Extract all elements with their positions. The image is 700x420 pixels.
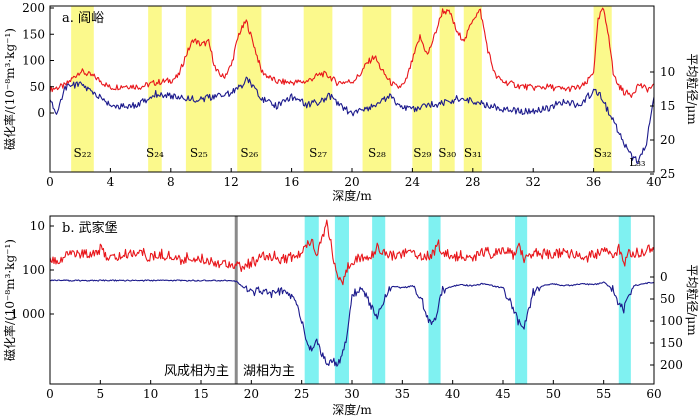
x-tick-label: 50 [546,387,561,401]
highlight-band [334,216,349,384]
left-y-tick-label: 150 [22,27,45,41]
series-line [49,219,655,286]
band-label: S₃₂ [594,146,612,160]
x-tick-label: 16 [284,175,299,189]
band-label: S₂₅ [190,146,208,160]
series-line [49,76,655,165]
x-tick-label: 32 [526,175,541,189]
x-tick-label: 24 [405,175,421,189]
x-tick-label: 40 [646,175,661,189]
highlight-band [593,6,612,172]
left-y-tick-label: 0 [37,106,45,120]
panel-a-series [49,7,655,165]
x-tick-label: 25 [294,387,309,401]
panel-a-title: a. 阎峪 [62,11,104,26]
right-y-tick-label: 20 [660,133,675,147]
highlight-band [372,216,386,384]
highlight-band [412,6,433,172]
series-line [49,7,655,98]
x-tick-label: 35 [395,387,410,401]
panel-a-right-axis-label: 平均粒径/μm [685,53,700,125]
x-tick-label: 40 [445,387,460,401]
x-tick-label: 36 [586,175,601,189]
x-tick-label: 10 [143,387,158,401]
highlight-band [515,216,528,384]
panel-b-right-axis-label: 平均粒径/μm [685,264,700,336]
band-label: S₂₉ [413,146,431,160]
panel-a-x-axis-label: 深度/m [332,188,372,203]
x-tick-label: 8 [167,175,175,189]
highlight-band [463,6,482,172]
x-tick-label: 45 [495,387,510,401]
x-tick-label: 12 [224,175,239,189]
right-y-tick-label: 10 [660,65,675,79]
panel-a-highlight-bands [71,6,612,172]
highlight-band [439,6,455,172]
x-tick-label: 55 [596,387,611,401]
series-line [49,279,655,367]
x-tick-label: 0 [46,175,54,189]
panel-b-axes: 0 5 10 15 20 25 30 35 40 45 50 55 60 10 100 1 000 0 50 100… [11,219,683,401]
panel-a: 0 4 8 12 16 20 24 28 32 36 4005010015020010152025 … [2,1,700,203]
panel-b-x-axis-label: 深度/m [332,402,372,417]
band-label: S₂₂ [74,146,92,160]
band-label: S₂₇ [309,146,327,160]
x-tick-label: 15 [193,387,208,401]
highlight-band [303,6,333,172]
x-tick-label: 20 [344,175,359,189]
right-y-tick-label: 150 [660,336,683,350]
right-y-tick-label: 50 [660,292,675,306]
x-tick-label: 5 [97,387,105,401]
right-y-tick-label: 200 [660,358,683,372]
x-tick-label: 28 [465,175,480,189]
band-label: S₃₀ [438,146,456,160]
panel-a-left-axis-label: 磁化率/(10⁻⁸m³·kg⁻¹) [2,28,17,150]
left-y-tick-label: 1 000 [11,307,45,321]
right-y-tick-label: 15 [660,99,675,113]
x-tick-label: 60 [646,387,661,401]
panel-a-band-labels: S₂₂ S₂₄ S₂₅ S₂₆ S₂₇ S₂₈ S₂₉ S₃₀ S₃₁ S₃₂ L₃₃ [74,146,646,169]
panel-b-region-label-aeolian: 风成相为主 [164,364,229,379]
highlight-band [148,6,162,172]
panel-b-title: b. 武家堡 [62,220,118,236]
panel-b-region-label-lacustrine: 湖相为主 [243,364,295,379]
band-label: S₂₄ [146,146,164,160]
band-label: S₂₆ [240,146,258,160]
right-y-tick-label: 0 [660,270,668,284]
x-tick-label: 30 [344,387,359,401]
highlight-band [185,6,212,172]
panel-b: 0 5 10 15 20 25 30 35 40 45 50 55 60 10 100 1 000 0 50 100… [2,215,700,417]
panel-a-axes: 0 4 8 12 16 20 24 28 32 36 40 0 50 100 150 200 10 15 20 25 [22,1,675,189]
left-y-tick-label: 100 [22,263,45,277]
band-label: S₂₈ [368,146,386,160]
x-tick-label: 20 [244,387,259,401]
band-label: S₃₁ [464,146,482,160]
left-y-tick-label: 200 [22,1,45,15]
left-y-tick-label: 100 [22,54,45,68]
highlight-band [618,216,631,384]
right-y-tick-label: 25 [660,167,675,181]
panel-b-left-axis-label: 磁化率/(10⁻⁸m³·kg⁻¹) [2,239,17,361]
layer-label: L₃₃ [629,156,645,169]
highlight-band [71,6,94,172]
highlight-band [362,6,392,172]
left-y-tick-label: 10 [30,219,45,233]
x-tick-label: 4 [107,175,115,189]
left-y-tick-label: 50 [30,80,45,94]
right-y-tick-label: 100 [660,314,683,328]
x-tick-label: 0 [46,387,54,401]
panel-b-series [49,219,655,367]
